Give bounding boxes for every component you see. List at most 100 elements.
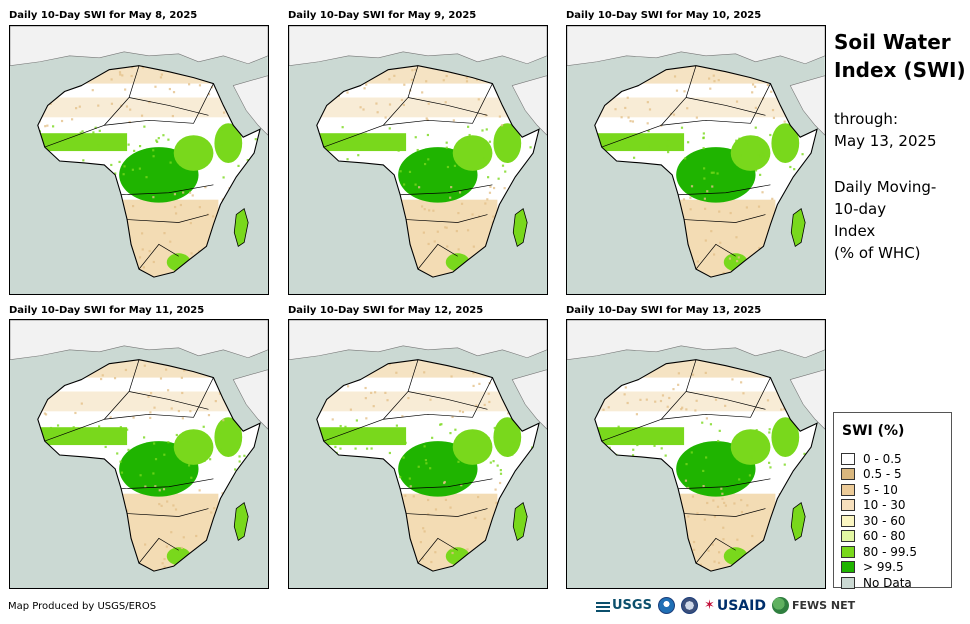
country-border [323,359,419,442]
usgs-logo: USGS [596,598,652,613]
legend-item: 60 - 80 [841,529,906,544]
country-border [678,184,771,196]
country-border [417,537,458,564]
through-date: May 13, 2025 [834,132,937,150]
country-border [684,214,766,223]
country-border [678,478,771,490]
legend-title: SWI (%) [842,423,905,439]
description-line-4: (% of WHC) [834,244,921,262]
legend-label: 10 - 30 [863,498,906,512]
fews-net-logo: FEWS NET [771,597,856,614]
country-border [661,83,771,126]
madagascar [512,207,528,247]
country-border [44,65,140,148]
description-line-1: Daily Moving- [834,178,937,196]
usgs-logo-text: USGS [612,598,652,613]
europe-landmass [289,26,547,67]
country-border [695,537,736,564]
legend-swatch [841,468,855,480]
swi-overlay [316,65,538,278]
legend-swatch [841,483,855,496]
country-border [684,508,766,517]
panel-title-may-13: Daily 10-Day SWI for May 13, 2025 [566,305,762,316]
africa-coastline [594,65,818,278]
legend-item: 0.5 - 5 [841,467,902,482]
country-border [121,478,214,490]
fews-net-logo-text: FEWS NET [791,599,856,612]
madagascar [233,207,249,247]
noaa-logo-icon [657,597,675,614]
country-border [661,377,771,420]
country-border [406,508,488,517]
usaid-mark-icon: ✶ [703,598,715,613]
country-border [383,83,493,126]
europe-landmass [289,320,547,361]
map-may-8 [9,25,269,295]
legend-swatch [841,499,855,511]
arabia-landmass [232,369,268,430]
legend-item: 10 - 30 [841,498,906,513]
legend-swatch [841,514,855,527]
europe-landmass [567,320,825,361]
legend-item: 80 - 99.5 [841,544,917,559]
legend-label: No Data [863,575,912,590]
map-credit: Map Produced by USGS/EROS [8,601,157,612]
panel-title-may-9: Daily 10-Day SWI for May 9, 2025 [288,10,477,21]
country-border [400,184,493,196]
madagascar [790,207,806,247]
country-border [601,65,697,148]
country-border [601,359,697,442]
country-border [417,243,458,270]
legend-label: 0 - 0.5 [863,451,902,466]
panel-title-may-12: Daily 10-Day SWI for May 12, 2025 [288,305,484,316]
arabia-landmass [789,369,825,430]
legend-label: 60 - 80 [863,529,906,543]
europe-landmass [567,26,825,67]
country-border [400,478,493,490]
legend-label: > 99.5 [863,560,904,574]
legend-item: > 99.5 [841,560,904,575]
partner-logos: USGS ✶ USAID FEWS NET [596,597,855,614]
main-title-line-1: Soil Water [834,30,951,54]
map-may-11 [9,319,269,589]
madagascar [790,501,806,541]
legend-label: 30 - 60 [863,513,906,528]
arabia-landmass [511,75,547,136]
europe-landmass [10,320,268,361]
legend-item: No Data [841,575,912,590]
map-may-10 [566,25,826,295]
map-may-9 [288,25,548,295]
main-title: Soil Water Index (SWI) [834,28,966,84]
legend-swatch [841,561,855,573]
country-border [104,377,214,420]
map-may-13 [566,319,826,589]
usgs-bars-icon [596,599,610,612]
country-border [323,65,419,148]
legend-label: 5 - 10 [863,482,898,497]
main-title-line-2: Index (SWI) [834,58,966,82]
legend-label: 0.5 - 5 [863,467,902,481]
country-border [121,184,214,196]
map-may-12 [288,319,548,589]
country-border [138,243,179,270]
country-border [695,243,736,270]
description-line-3: Index [834,222,876,240]
usaid-logo: ✶ USAID [704,598,766,614]
legend-swatch [841,545,855,558]
country-border [408,391,488,410]
europe-landmass [10,26,268,67]
description-line-2: 10-day [834,200,887,218]
legend-swatch [841,530,855,542]
globe-icon [771,597,789,614]
country-border [44,359,140,442]
arabia-landmass [511,369,547,430]
through-block: through: May 13, 2025 [834,108,937,152]
country-border [686,391,766,410]
country-border [127,214,209,223]
country-border [406,214,488,223]
legend-item: 0 - 0.5 [841,451,902,466]
index-description: Daily Moving- 10-day Index (% of WHC) [834,176,936,264]
legend-swatch [841,576,855,589]
country-border [686,97,766,116]
madagascar [512,501,528,541]
